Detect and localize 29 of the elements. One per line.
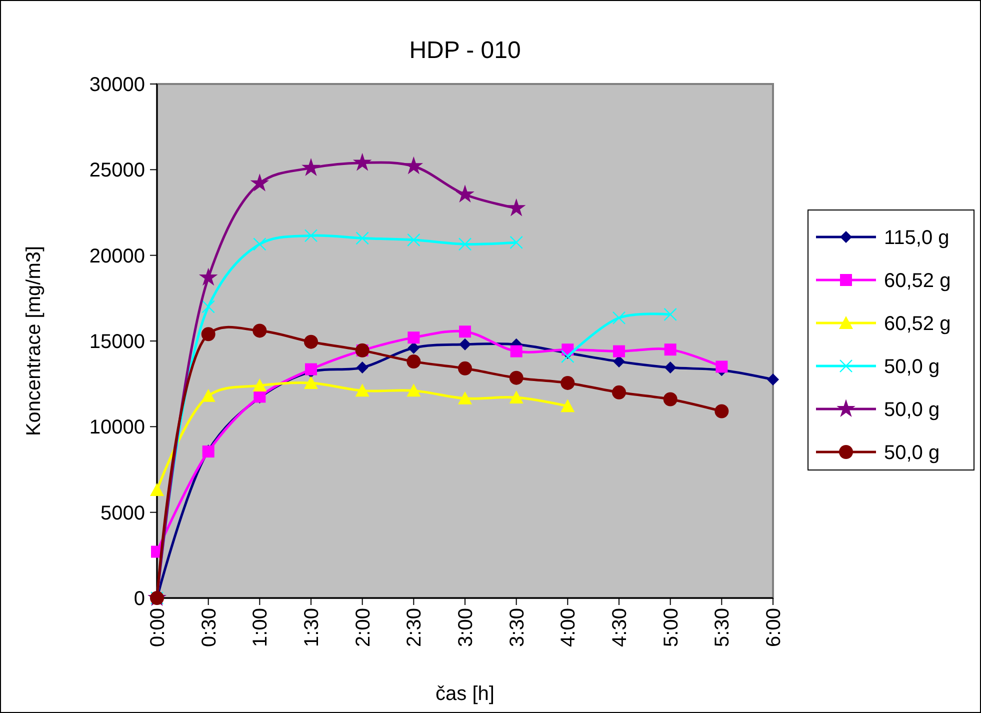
x-tick-label: 1:00	[250, 608, 272, 647]
y-tick-label: 20000	[89, 245, 145, 268]
x-tick-label: 4:00	[558, 608, 580, 647]
x-tick-label: 5:00	[660, 608, 682, 647]
x-tick-label: 2:00	[352, 608, 374, 647]
x-tick-label: 1:30	[301, 608, 323, 647]
chart-title: HDP - 010	[409, 37, 521, 64]
legend-label: 50,0 g	[884, 356, 940, 378]
legend-label: 60,52 g	[884, 313, 951, 335]
y-axis-title: Koncentrace [mg/m3]	[23, 246, 45, 436]
y-tick-label: 15000	[89, 331, 145, 353]
x-tick-label: 6:00	[763, 608, 785, 647]
x-tick-label: 5:30	[712, 608, 734, 647]
x-tick-label: 3:00	[455, 608, 477, 647]
x-tick-label: 2:30	[404, 608, 426, 647]
legend-label: 50,0 g	[884, 442, 940, 464]
legend-label: 60,52 g	[884, 270, 951, 292]
x-tick-label: 3:30	[506, 608, 528, 647]
x-tick-label: 0:00	[147, 608, 169, 647]
y-tick-label: 5000	[100, 502, 145, 524]
y-tick-label: 10000	[89, 416, 145, 439]
x-tick-label: 4:30	[609, 608, 631, 647]
legend-label: 115,0 g	[884, 227, 950, 249]
y-tick-label: 25000	[89, 160, 145, 182]
y-tick-label: 0	[134, 588, 145, 610]
legend-label: 50,0 g	[884, 399, 940, 421]
x-axis-title: čas [h]	[436, 683, 494, 705]
y-tick-label: 30000	[89, 74, 145, 96]
x-tick-label: 0:30	[198, 608, 220, 647]
